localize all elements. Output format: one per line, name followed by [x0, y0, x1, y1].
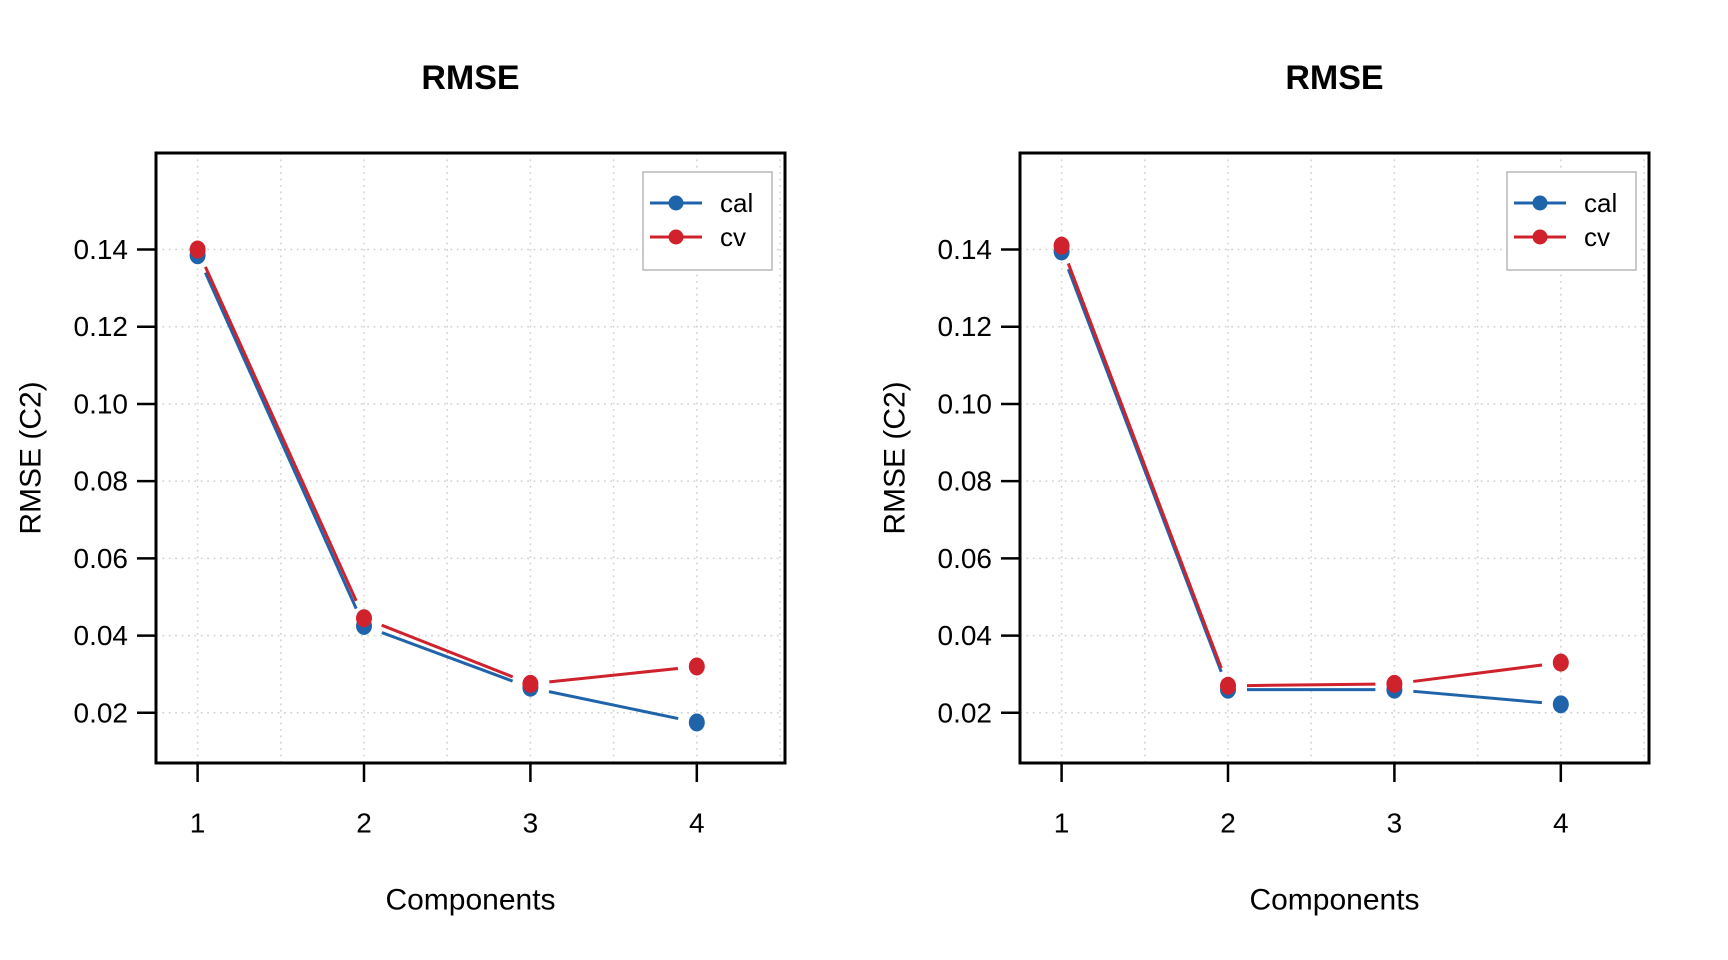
panel-background: [864, 0, 1728, 960]
panel-background: [0, 0, 864, 960]
legend-label: cv: [1584, 222, 1610, 252]
data-point: [1053, 236, 1070, 255]
axis-ticks: [137, 248, 699, 782]
series-segment: [548, 690, 679, 721]
y-tick-label: 0.02: [938, 697, 993, 728]
series-segment: [1413, 663, 1543, 683]
series-line-cv: [204, 266, 679, 684]
y-tick-label: 0.04: [938, 620, 993, 651]
x-tick-label: 4: [689, 808, 705, 839]
legend-marker: [1532, 229, 1548, 245]
y-tick-label: 0.12: [938, 311, 993, 342]
x-tick-label: 2: [1220, 808, 1236, 839]
series-segment: [204, 266, 358, 602]
legend-marker: [668, 195, 684, 211]
data-point: [522, 674, 539, 693]
legend-box: [1506, 171, 1637, 271]
y-axis-label: RMSE (C2): [879, 381, 912, 534]
grid: [156, 153, 785, 763]
grid: [1020, 153, 1649, 763]
series-segment: [549, 666, 679, 684]
y-tick-label: 0.12: [74, 311, 129, 342]
y-tick-label: 0.10: [74, 388, 129, 419]
x-tick-label: 4: [1553, 808, 1569, 839]
legend: cal cv: [1506, 171, 1637, 271]
y-tick-label: 0.08: [938, 466, 993, 497]
series-segment: [381, 631, 514, 683]
data-point: [189, 240, 206, 259]
chart-title: RMSE: [421, 59, 519, 97]
legend-label: cv: [720, 222, 746, 252]
series-markers-cv: [189, 240, 705, 693]
y-tick-label: 0.06: [938, 543, 993, 574]
legend-label: cal: [1584, 188, 1617, 218]
data-point: [688, 713, 705, 732]
y-tick-label: 0.02: [74, 697, 129, 728]
legend-marker: [668, 229, 684, 245]
x-axis-label: Components: [1249, 884, 1419, 917]
data-point: [1552, 695, 1569, 714]
y-tick-label: 0.04: [74, 620, 129, 651]
x-axis-label: Components: [385, 884, 555, 917]
plot-border: [154, 151, 787, 765]
y-tick-label: 0.06: [74, 543, 129, 574]
data-point: [688, 657, 705, 676]
x-tick-label: 3: [1387, 808, 1403, 839]
data-point: [1220, 676, 1237, 695]
series-line-cv: [1066, 262, 1543, 688]
y-axis-label: RMSE (C2): [15, 381, 48, 534]
y-tick-label: 0.14: [938, 234, 993, 265]
data-point: [356, 609, 373, 628]
series-segment: [204, 272, 358, 610]
axis-ticks: [1001, 248, 1563, 782]
legend-box: [642, 171, 773, 271]
series-segment: [381, 623, 514, 679]
series-segment: [1066, 262, 1223, 669]
data-point: [1552, 653, 1569, 672]
plot-border: [1018, 151, 1651, 765]
rmse-chart-left: 1 2 3 4 0.02 0.04 0.06 0.08 0.10 0.12 0.14 RMSE Comp…: [0, 0, 864, 960]
y-tick-label: 0.10: [938, 388, 993, 419]
rmse-chart-right: 1 2 3 4 0.02 0.04 0.06 0.08 0.10 0.12 0.14 RMSE Comp…: [864, 0, 1728, 960]
x-tick-label: 3: [523, 808, 539, 839]
series-segment: [1246, 682, 1376, 688]
x-tick-label: 1: [190, 808, 206, 839]
rmse-panel-right: 1 2 3 4 0.02 0.04 0.06 0.08 0.10 0.12 0.14 RMSE Comp…: [864, 0, 1728, 960]
x-tick-label: 1: [1054, 808, 1070, 839]
series-line-cal: [204, 272, 679, 721]
x-tick-label: 2: [356, 808, 372, 839]
y-tick-label: 0.14: [74, 234, 129, 265]
series-markers-cv: [1053, 236, 1569, 695]
legend-label: cal: [720, 188, 753, 218]
legend-marker: [1532, 195, 1548, 211]
legend: cal cv: [642, 171, 773, 271]
data-point: [1386, 674, 1403, 693]
series-segment: [1413, 689, 1543, 705]
y-tick-label: 0.08: [74, 466, 129, 497]
chart-title: RMSE: [1285, 59, 1383, 97]
rmse-panel-left: 1 2 3 4 0.02 0.04 0.06 0.08 0.10 0.12 0.14 RMSE Comp…: [0, 0, 864, 960]
